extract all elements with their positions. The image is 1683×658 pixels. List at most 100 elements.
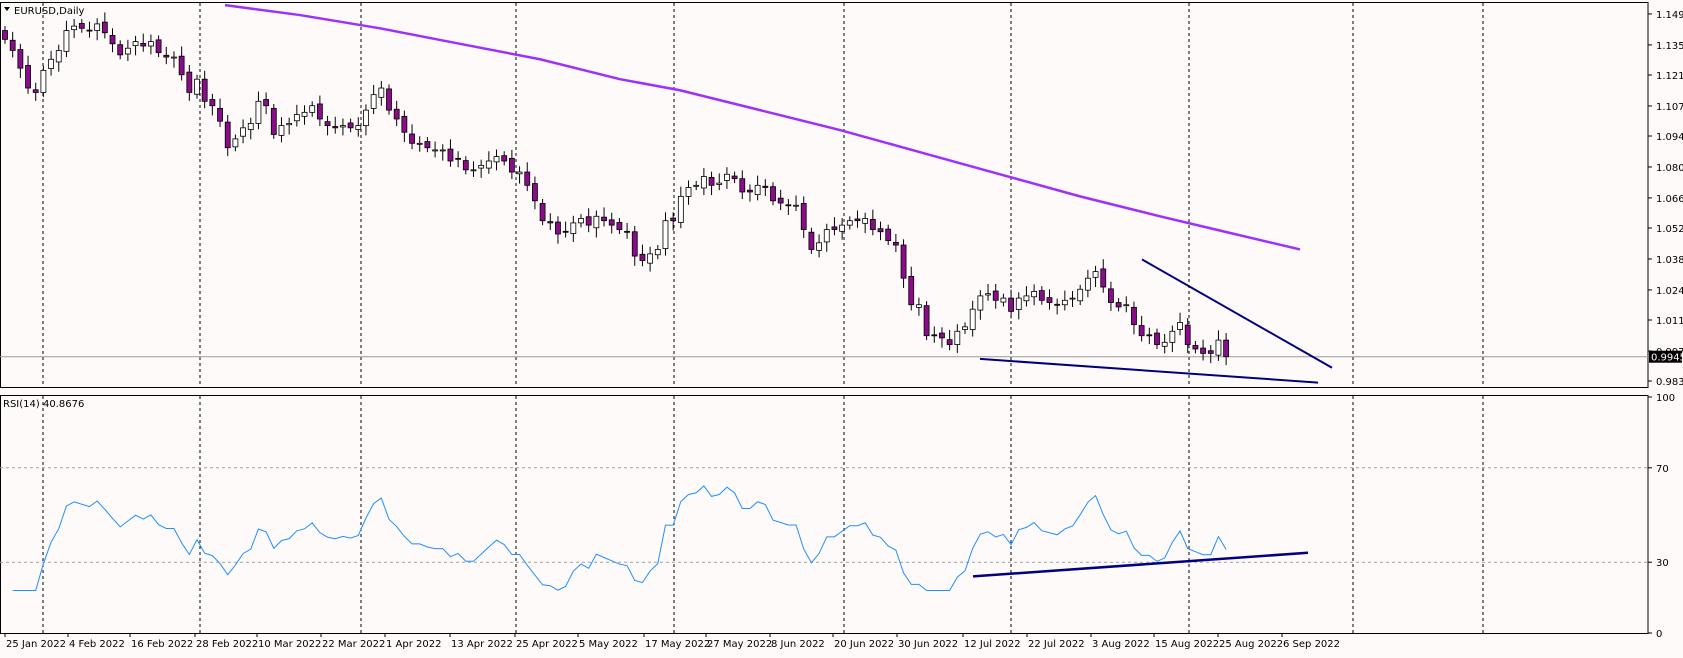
time-tick-label: 25 Aug 2022 xyxy=(1219,639,1283,650)
candle-body xyxy=(109,35,116,45)
time-tick-label: 6 Sep 2022 xyxy=(1283,639,1340,650)
candle-body xyxy=(578,218,584,224)
candle-body xyxy=(931,334,938,337)
chart-grid xyxy=(0,2,1649,634)
rsi-tick-label: 30 xyxy=(1656,558,1669,569)
candle-body xyxy=(401,115,408,133)
candle-body xyxy=(992,290,999,301)
time-tick-label: 3 Aug 2022 xyxy=(1092,639,1150,650)
candle-body xyxy=(693,184,700,187)
candle-body xyxy=(685,187,692,197)
price-tick-label: 1.08030 xyxy=(1656,163,1683,174)
candle-body xyxy=(954,330,961,345)
candle-body xyxy=(201,78,208,102)
price-tick-label: 1.02470 xyxy=(1656,286,1683,297)
candle-body xyxy=(823,229,830,243)
candle-body xyxy=(409,133,415,144)
candle-body xyxy=(1084,277,1091,291)
candle-body xyxy=(1184,324,1191,345)
time-tick-label: 8 Jun 2022 xyxy=(771,639,825,650)
candle-body xyxy=(363,109,369,127)
rsi-pane-border xyxy=(0,395,1649,634)
candle-body xyxy=(908,276,915,306)
candle-body xyxy=(124,47,131,55)
candle-body xyxy=(370,94,377,109)
time-tick-label: 13 Apr 2022 xyxy=(451,639,513,650)
time-tick-label: 10 Mar 2022 xyxy=(258,639,321,650)
candle-body xyxy=(439,149,446,152)
candle-body xyxy=(885,228,892,242)
candle-body xyxy=(562,230,569,233)
candle-body xyxy=(493,156,500,163)
candle-body xyxy=(447,148,454,162)
time-tick-label: 28 Feb 2022 xyxy=(196,639,258,650)
candle-body xyxy=(1046,297,1053,303)
candle-body xyxy=(224,121,231,149)
candle-body xyxy=(831,226,838,230)
candle-body xyxy=(209,99,216,107)
candle-body xyxy=(854,218,861,222)
candle-body xyxy=(270,107,277,135)
candle-body xyxy=(593,215,600,229)
candle-body xyxy=(1000,297,1007,303)
candle-body xyxy=(1038,290,1045,301)
candle-body xyxy=(1115,302,1122,308)
candle-body xyxy=(962,326,968,330)
candle-body xyxy=(547,221,554,224)
time-axis: 25 Jan 2022 4 Feb 2022 16 Feb 2022 28 Feb 2… xyxy=(4,633,1340,650)
candle-body xyxy=(432,149,438,152)
candle-body xyxy=(240,127,246,137)
candle-body xyxy=(393,108,400,120)
candle-body xyxy=(171,56,177,59)
candle-body xyxy=(263,99,270,107)
rsi-tick-label: 70 xyxy=(1656,464,1669,475)
candle-body xyxy=(324,121,331,127)
candle-body xyxy=(516,171,523,175)
candle-body xyxy=(777,197,784,204)
time-tick-label: 22 Jul 2022 xyxy=(1028,639,1085,650)
candle-body xyxy=(186,71,193,93)
collapse-arrow-icon[interactable] xyxy=(4,7,10,11)
candle-body xyxy=(101,21,108,34)
candle-body xyxy=(347,122,354,129)
candle-body xyxy=(1054,303,1061,306)
price-tick-label: 1.09430 xyxy=(1656,132,1683,143)
candle-body xyxy=(877,228,884,233)
price-axis: 1.14950 1.13550 1.12190 1.10790 1.09430 1.080… xyxy=(1648,10,1683,640)
candle-body xyxy=(386,88,392,111)
candle-body xyxy=(94,23,101,31)
candle-body xyxy=(939,332,945,339)
candle-body xyxy=(585,216,592,226)
current-price-label-bg xyxy=(1649,350,1682,363)
candle-body xyxy=(624,230,630,233)
candle-body xyxy=(55,50,62,63)
time-tick-label: 17 May 2022 xyxy=(645,639,710,650)
candle-body xyxy=(1161,341,1168,347)
candle-body xyxy=(862,218,869,224)
candle-body xyxy=(762,185,769,188)
candle-body xyxy=(900,244,907,279)
current-price-label: 0.99450 xyxy=(1651,353,1683,364)
candle-body xyxy=(1061,299,1068,306)
candle-body xyxy=(286,123,293,126)
candle-body xyxy=(846,220,853,226)
rsi-tick-label: 100 xyxy=(1656,393,1675,404)
time-tick-label: 12 Jul 2022 xyxy=(964,639,1021,650)
candle-body xyxy=(48,58,54,69)
candle-body xyxy=(739,178,746,193)
price-pane-border xyxy=(0,2,1649,388)
candle-body xyxy=(1215,339,1222,356)
candlestick-series xyxy=(2,12,1230,366)
candle-body xyxy=(808,231,815,250)
candle-body xyxy=(700,176,707,189)
candle-body xyxy=(278,125,285,136)
candle-body xyxy=(86,29,93,32)
candle-body xyxy=(1092,271,1099,278)
candle-body xyxy=(800,203,807,230)
candle-body xyxy=(1131,306,1137,326)
candle-body xyxy=(1031,291,1038,298)
ma-line xyxy=(224,3,1301,251)
candle-body xyxy=(194,78,200,95)
candle-body xyxy=(1077,288,1084,302)
